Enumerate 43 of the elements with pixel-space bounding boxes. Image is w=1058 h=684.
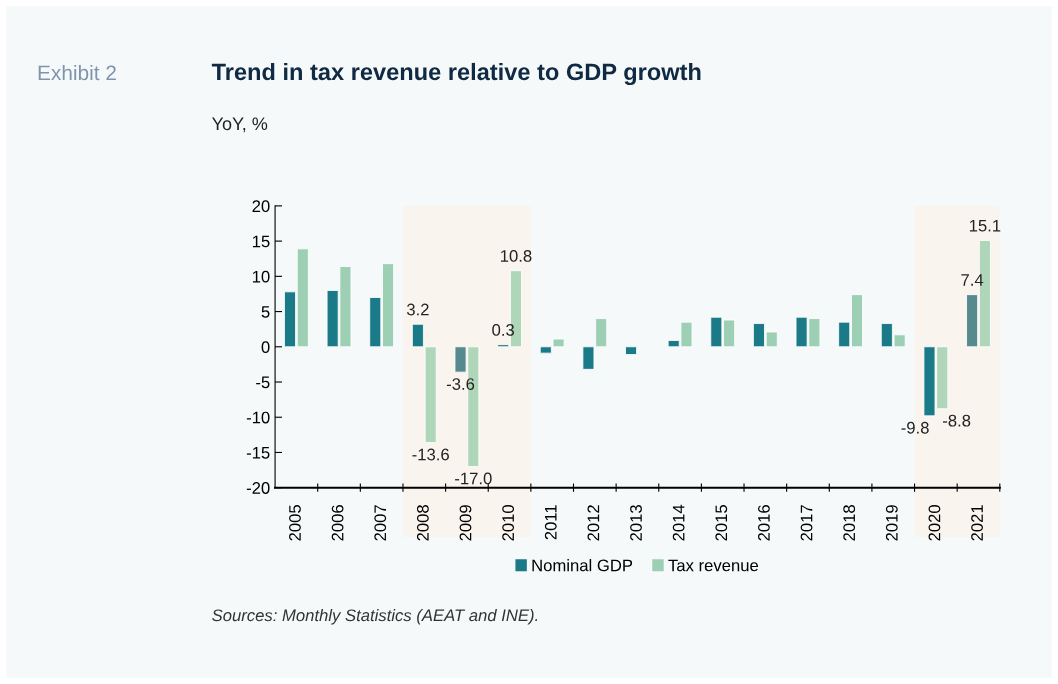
data-label: 7.4	[961, 274, 984, 286]
x-tick-label: 2020	[928, 505, 941, 541]
x-tick-label: 2019	[885, 505, 898, 541]
x-tick-label: 2012	[587, 505, 600, 541]
x-tick-label: 2013	[630, 505, 642, 541]
y-tick-label: 20	[252, 200, 270, 213]
y-tick-label: 0	[261, 341, 270, 353]
legend-label: Tax revenue	[668, 559, 759, 572]
x-tick-label: 2006	[331, 505, 344, 541]
x-tick-label: 2017	[800, 505, 813, 541]
x-tick-label: 2005	[289, 505, 301, 541]
data-label: 15.1	[969, 219, 1001, 232]
data-label: -17.0	[455, 472, 492, 485]
y-tick-label: -15	[246, 447, 270, 459]
data-label: -9.8	[901, 421, 929, 434]
data-label: -13.6	[412, 448, 449, 461]
x-tick-label: 2021	[971, 505, 983, 541]
x-tick-label: 2018	[843, 505, 856, 541]
x-tick-label: 2016	[758, 505, 770, 541]
y-tick-label: -5	[256, 376, 270, 389]
x-tick-label: 2011	[544, 505, 557, 540]
chart-title: Trend in tax revenue relative to GDP growth	[211, 62, 701, 86]
x-tick-label: 2007	[374, 505, 387, 541]
y-tick-label: 5	[261, 306, 270, 318]
y-tick-label: -20	[246, 482, 270, 494]
y-tick-label: 15	[252, 235, 270, 248]
data-label: 0.3	[492, 324, 515, 336]
bar	[625, 346, 638, 355]
chart-subtitle: YoY, %	[212, 117, 268, 133]
text: Exhibit 2	[38, 64, 116, 81]
source-note: Sources: Monthly Statistics (AEAT and INE).	[212, 608, 538, 625]
x-tick-label: 2015	[715, 505, 728, 541]
data-label: 10.8	[501, 250, 532, 262]
x-tick-label: 2008	[416, 505, 429, 541]
x-tick-label: 2014	[672, 504, 685, 541]
x-tick-label: 2009	[459, 505, 472, 541]
y-tick-label: -10	[246, 411, 270, 424]
x-tick-label: 2010	[502, 505, 515, 541]
data-label: -3.6	[446, 378, 475, 390]
data-label: -8.8	[943, 414, 971, 427]
data-label: 3.2	[406, 303, 429, 316]
y-tick-label: 10	[252, 270, 270, 283]
legend-label: Nominal GDP	[532, 559, 633, 572]
